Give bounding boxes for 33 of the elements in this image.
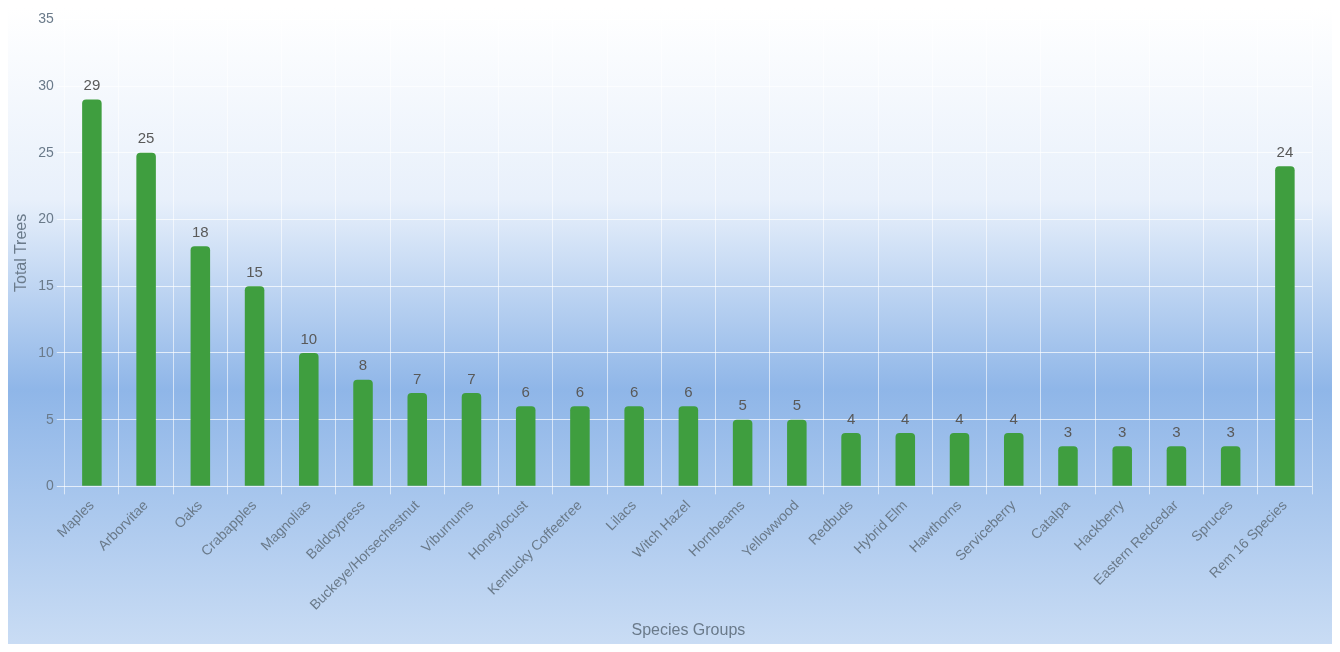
data-label: 4 — [1009, 409, 1018, 427]
data-label: 5 — [792, 396, 802, 414]
data-label: 4 — [955, 409, 964, 427]
y-tick-label: 30 — [38, 76, 54, 93]
data-label: 6 — [684, 382, 693, 400]
y-tick-label: 35 — [38, 10, 54, 27]
data-label: 7 — [413, 369, 422, 387]
data-label: 5 — [738, 396, 747, 414]
data-label: 6 — [575, 382, 585, 400]
data-label: 3 — [1226, 422, 1235, 440]
data-label: 4 — [901, 409, 910, 427]
y-tick-label: 20 — [38, 210, 54, 227]
data-label: 15 — [246, 262, 263, 280]
y-tick-label: 10 — [38, 343, 54, 360]
data-label: 6 — [629, 382, 639, 400]
data-label: 24 — [1276, 142, 1294, 160]
data-label: 10 — [300, 329, 318, 347]
data-label: 4 — [846, 409, 856, 427]
data-label: 18 — [192, 222, 209, 240]
data-label: 3 — [1172, 422, 1181, 440]
data-label: 3 — [1118, 422, 1127, 440]
y-tick-label: 25 — [38, 143, 54, 160]
data-label: 29 — [83, 76, 101, 94]
y-tick-label: 0 — [45, 477, 54, 494]
data-label: 3 — [1063, 422, 1073, 440]
y-tick-label: 15 — [38, 277, 54, 294]
x-axis-title: Species Groups — [631, 620, 746, 638]
y-tick-label: 5 — [45, 410, 54, 427]
data-label: 6 — [521, 382, 530, 400]
y-axis-title: Total Trees — [12, 213, 30, 293]
data-label: 7 — [467, 369, 476, 387]
data-label: 8 — [358, 356, 368, 374]
data-label: 25 — [137, 129, 155, 147]
